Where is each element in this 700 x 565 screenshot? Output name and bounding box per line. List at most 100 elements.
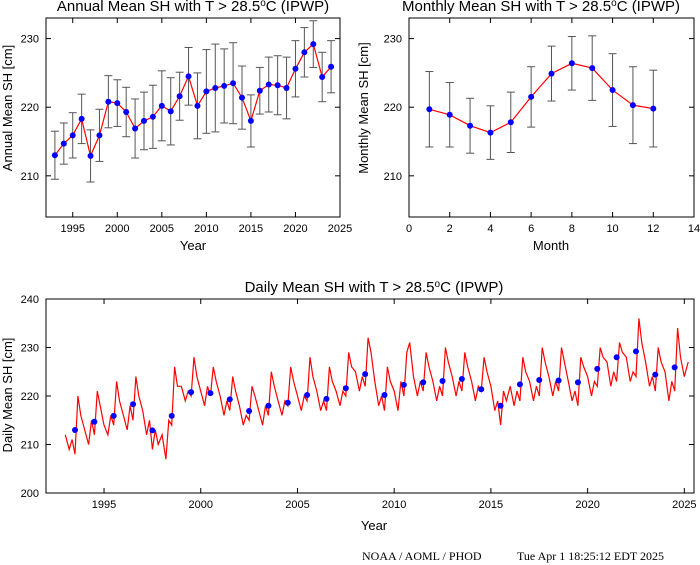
annual-x-tick-label: 2000 (105, 223, 129, 235)
annual-y-tick-label: 230 (21, 34, 39, 46)
annual-x-tick-label: 2025 (328, 223, 352, 235)
annual-data-point (256, 87, 263, 94)
monthly-data-point (548, 70, 555, 77)
annual-chart-title: Annual Mean SH with T > 28.5oC (IPWP) (57, 0, 329, 15)
annual-data-point (274, 82, 281, 89)
daily-annual-marker (246, 408, 253, 415)
monthly-data-point (487, 129, 494, 136)
monthly-data-point (589, 65, 596, 72)
monthly-x-tick-label: 14 (688, 223, 700, 235)
daily-annual-marker (110, 412, 117, 419)
annual-y-tick-label: 220 (21, 102, 39, 114)
annual-x-tick-label: 2005 (150, 223, 174, 235)
annual-data-point (247, 117, 254, 124)
monthly-data-point (629, 102, 636, 109)
daily-annual-marker (478, 386, 485, 393)
daily-annual-marker (207, 390, 214, 397)
daily-annual-marker (574, 379, 581, 386)
annual-data-point (310, 41, 317, 48)
daily-annual-marker (555, 377, 562, 384)
annual-series-line (54, 42, 332, 158)
annual-data-point (105, 98, 112, 105)
daily-annual-marker (265, 402, 272, 409)
annual-data-point (301, 49, 308, 56)
monthly-data-point (568, 60, 575, 67)
annual-y-axis-label: Annual Mean SH [cm] (0, 45, 15, 171)
monthly-data-point (426, 106, 433, 113)
daily-chart-title: Daily Mean SH with T > 28.5oC (IPWP) (245, 279, 504, 296)
annual-data-point (87, 152, 94, 159)
annual-y-tick-label: 210 (21, 171, 39, 183)
annual-data-point (283, 84, 290, 91)
daily-x-tick-label: 2025 (672, 499, 696, 511)
annual-data-point (123, 109, 130, 116)
annual-data-point (167, 108, 174, 115)
daily-annual-marker (536, 376, 543, 383)
daily-x-tick-label: 2015 (479, 499, 503, 511)
monthly-chart: Monthly Mean SH with T > 28.5oC (IPWP) M… (356, 0, 700, 253)
annual-data-point (239, 94, 245, 101)
daily-y-tick-label: 240 (21, 294, 39, 306)
annual-data-point (212, 84, 219, 91)
daily-x-tick-label: 1995 (92, 499, 116, 511)
daily-annual-marker (652, 371, 659, 378)
annual-data-point (230, 80, 237, 87)
monthly-series-line (429, 62, 654, 134)
monthly-y-tick-label: 210 (384, 171, 402, 183)
daily-annual-marker (226, 396, 233, 403)
daily-annual-marker (284, 399, 291, 406)
monthly-plot-frame (408, 17, 695, 218)
daily-y-tick-label: 200 (21, 488, 39, 500)
monthly-y-tick-label: 230 (384, 34, 402, 46)
footer-source: NOAA / AOML / PHOD (362, 549, 482, 563)
annual-data-point (158, 102, 165, 109)
annual-data-point (328, 63, 335, 70)
daily-annual-marker (188, 389, 195, 396)
annual-data-point (141, 117, 147, 124)
annual-data-point (149, 113, 156, 120)
daily-x-tick-label: 2020 (575, 499, 599, 511)
annual-x-axis-label: Year (180, 238, 207, 253)
annual-data-point (185, 73, 192, 80)
annual-chart: Annual Mean SH with T > 28.5oC (IPWP) Ye… (0, 0, 352, 253)
daily-annual-marker (130, 401, 137, 408)
annual-data-point (69, 132, 76, 139)
daily-annual-marker (613, 354, 620, 361)
daily-annual-marker (91, 418, 98, 425)
daily-y-tick-label: 210 (21, 440, 39, 452)
footer-timestamp: Tue Apr 1 18:25:12 EDT 2025 (517, 549, 664, 563)
daily-y-axis-label: Daily Mean SH [cm] (0, 338, 15, 453)
daily-annual-marker (72, 426, 79, 433)
daily-annual-marker (381, 392, 388, 399)
annual-data-point (265, 81, 272, 88)
monthly-y-tick-label: 220 (384, 102, 402, 114)
monthly-data-point (467, 122, 474, 129)
daily-series-line (64, 318, 689, 460)
daily-annual-marker (304, 392, 311, 399)
daily-x-tick-label: 2010 (382, 499, 406, 511)
daily-x-axis-label: Year (361, 518, 388, 533)
annual-x-tick-label: 2015 (239, 223, 263, 235)
daily-annual-marker (149, 427, 156, 434)
daily-annual-marker (497, 402, 504, 409)
annual-data-point (292, 65, 299, 72)
monthly-x-tick-label: 8 (569, 223, 575, 235)
annual-data-point (114, 100, 121, 107)
monthly-data-point (609, 87, 616, 94)
daily-annual-marker (168, 412, 175, 419)
daily-annual-marker (632, 348, 639, 355)
annual-x-tick-label: 2020 (283, 223, 307, 235)
monthly-data-point (507, 119, 514, 126)
daily-plot-frame (45, 298, 695, 494)
annual-data-point (203, 88, 210, 95)
annual-x-tick-label: 2010 (194, 223, 218, 235)
daily-y-tick-label: 220 (21, 391, 39, 403)
annual-data-point (319, 74, 326, 81)
daily-annual-marker (420, 379, 427, 386)
monthly-x-tick-label: 4 (487, 223, 493, 235)
daily-annual-marker (342, 385, 349, 392)
monthly-x-tick-label: 10 (606, 223, 618, 235)
annual-data-point (96, 132, 103, 139)
monthly-x-tick-label: 6 (528, 223, 534, 235)
